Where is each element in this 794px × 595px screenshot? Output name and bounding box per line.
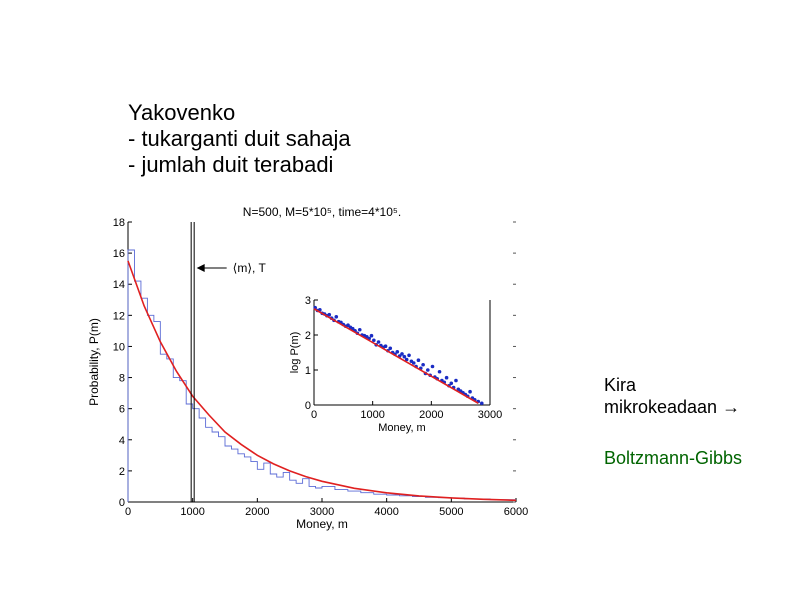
inset-chart-data-point <box>346 323 350 328</box>
main-chart-x-tick-label: 4000 <box>374 506 398 518</box>
main-chart-y-tick-label: 12 <box>113 310 125 322</box>
inset-chart-data-point <box>395 350 400 354</box>
inset-chart-data-point <box>402 354 407 359</box>
main-chart-histogram-series <box>127 249 516 502</box>
inset-chart-x-label: Money, m <box>378 422 425 434</box>
inset-chart-data-point <box>437 369 442 374</box>
main-chart-x-tick-label: 3000 <box>310 506 334 518</box>
title-line-3: - jumlah duit terabadi <box>128 152 334 177</box>
boltzmann-gibbs-label: Boltzmann-Gibbs <box>604 448 743 468</box>
inset-chart-x-tick-label: 3000 <box>478 409 502 421</box>
title-line-1: Yakovenko <box>128 100 236 125</box>
inset-chart-data-point <box>416 358 421 363</box>
right-arrow-icon: → <box>722 397 741 417</box>
main-chart-y-tick-label: 4 <box>119 435 125 447</box>
inset-chart-data-point <box>468 389 472 394</box>
main-chart-x-tick-label: 0 <box>125 506 131 518</box>
inset-chart-x-tick-label: 0 <box>311 409 317 421</box>
inset-chart-y-tick-label: 0 <box>305 400 311 412</box>
side-note-line-2-text: mikrokeadaan <box>604 397 718 417</box>
inset-chart-y-tick-label: 1 <box>305 365 311 377</box>
inset-chart-data-point <box>449 381 454 386</box>
title-line-2: - tukarganti duit sahaja <box>128 126 351 151</box>
side-note: Kira mikrokeadaan → <box>604 374 740 418</box>
main-chart-fit-line <box>127 260 517 502</box>
main-chart-y-label: Probability, P(m) <box>87 318 101 406</box>
annotation-label: ⟨m⟩, T <box>233 261 267 275</box>
inset-chart-data-point <box>430 364 435 369</box>
main-chart-y-tick-label: 14 <box>113 279 125 291</box>
inset-chart-data-point <box>411 361 416 365</box>
inset-chart-data-point <box>444 375 449 380</box>
main-chart-y-tick-label: 2 <box>119 466 125 478</box>
inset-chart-data-point <box>421 362 425 367</box>
annotation-arrow-icon <box>196 264 205 272</box>
side-note-line-1: Kira <box>604 375 637 395</box>
inset-chart-x-tick-label: 2000 <box>419 409 443 421</box>
inset-chart-fit-line <box>313 308 479 404</box>
inset-chart-data-point <box>334 315 339 319</box>
inset-chart-data-point <box>426 368 430 372</box>
inset-chart-data-point <box>479 401 484 406</box>
main-chart-x-tick-label: 2000 <box>245 506 269 518</box>
inset-chart-data-point <box>383 344 388 349</box>
inset-chart-data-point <box>400 352 404 356</box>
main-chart-y-tick-label: 10 <box>113 341 125 353</box>
inset-chart-data-point <box>376 340 381 344</box>
inset-chart-y-tick-label: 3 <box>305 295 311 307</box>
main-chart-title: N=500, M=5*10⁵, time=4*10⁵. <box>243 205 401 219</box>
inset-chart-data-point <box>327 312 332 317</box>
main-chart-x-tick-label: 1000 <box>180 506 204 518</box>
main-chart-y-tick-label: 0 <box>119 497 125 509</box>
inset-chart-data-point <box>407 353 411 358</box>
main-chart-x-tick-label: 5000 <box>439 506 463 518</box>
main-chart-y-tick-label: 16 <box>113 248 125 260</box>
main-chart-y-tick-label: 18 <box>113 217 125 229</box>
inset-chart-data-point <box>404 357 409 362</box>
inset-chart-y-label: log P(m) <box>289 332 301 374</box>
main-chart-x-label: Money, m <box>296 517 348 531</box>
inset-chart-data-point <box>369 333 374 338</box>
inset-chart-data-point <box>357 327 362 332</box>
inset-chart-x-tick-label: 1000 <box>360 409 384 421</box>
main-chart-x-tick-label: 6000 <box>504 506 528 518</box>
slide-title-block: Yakovenko - tukarganti duit sahaja - jum… <box>128 100 351 178</box>
inset-chart-data-point <box>388 346 393 351</box>
inset-chart-y-tick-label: 2 <box>305 330 311 342</box>
main-chart-y-tick-label: 8 <box>119 373 125 385</box>
side-note-line-2: mikrokeadaan → <box>604 396 740 418</box>
inset-chart-data-point <box>372 338 376 343</box>
inset-chart-data-point <box>454 378 458 383</box>
main-chart-y-tick-label: 6 <box>119 404 125 416</box>
